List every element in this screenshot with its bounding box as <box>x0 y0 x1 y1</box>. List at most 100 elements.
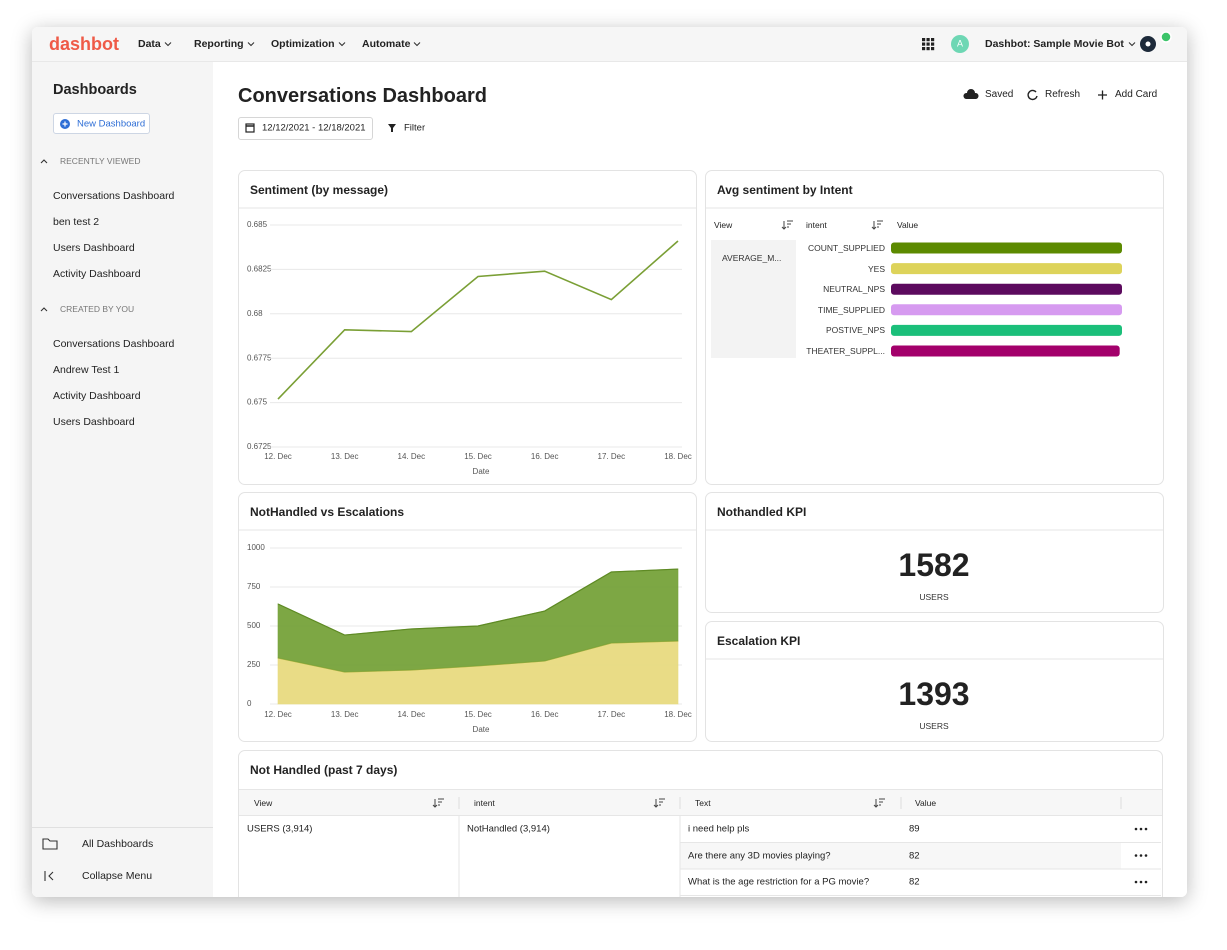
bar <box>891 345 1120 357</box>
plus-icon <box>1098 90 1107 100</box>
x-tick-label: 13. Dec <box>331 452 359 461</box>
x-tick-label: 18. Dec <box>664 452 692 461</box>
bar-label: NEUTRAL_NPS <box>823 283 885 294</box>
sidebar-footer-item[interactable]: All Dashboards <box>82 837 154 850</box>
y-tick-label: 0.675 <box>247 398 268 407</box>
card <box>705 492 1164 613</box>
nav-menu-item[interactable]: Data <box>138 37 161 50</box>
chevron-icon <box>40 159 48 164</box>
column-header: Value <box>915 797 937 808</box>
header-action[interactable]: Saved <box>985 89 1014 100</box>
sidebar-item[interactable]: Activity Dashboard <box>53 389 141 402</box>
table-row-bg <box>680 843 1121 869</box>
x-axis-label: Date <box>473 467 490 476</box>
table-cell: 82 <box>909 876 920 888</box>
bar-label: COUNT_SUPPLIED <box>808 242 885 253</box>
logo: dashbot <box>49 34 119 54</box>
kpi-unit: USERS <box>919 591 949 602</box>
folder-icon <box>42 838 58 850</box>
x-tick-label: 12. Dec <box>264 710 292 719</box>
table-cell: 89 <box>909 823 920 835</box>
sidebar <box>32 62 213 897</box>
area-edge <box>277 568 679 636</box>
date-range-button[interactable] <box>238 117 373 140</box>
table-header-row <box>239 789 1162 816</box>
apps-icon <box>931 42 935 46</box>
apps-icon <box>922 42 926 46</box>
row-menu-icon <box>1139 854 1143 857</box>
x-tick-label: 12. Dec <box>264 452 292 461</box>
filter-icon <box>388 124 396 132</box>
row-menu-icon <box>1139 827 1143 831</box>
card <box>238 750 1163 897</box>
apps-icon <box>926 42 930 46</box>
column-header: intent <box>474 797 495 808</box>
sort-icon <box>873 798 885 808</box>
apps-icon <box>922 38 926 42</box>
column-header: intent <box>806 219 827 230</box>
filter-button[interactable]: Filter <box>404 122 426 134</box>
status-dot <box>1160 31 1172 43</box>
sidebar-footer-item[interactable]: Collapse Menu <box>82 869 153 882</box>
table-cell: USERS (3,914) <box>247 823 313 835</box>
date-range[interactable]: 12/12/2021 - 12/18/2021 <box>262 122 366 134</box>
sidebar-item[interactable]: Conversations Dashboard <box>53 189 175 202</box>
apps-icon <box>926 47 930 51</box>
x-tick-label: 17. Dec <box>598 452 626 461</box>
table-cell: NotHandled (3,914) <box>467 823 550 835</box>
avatar-initial: A <box>956 38 964 49</box>
new-dashboard-label[interactable]: New Dashboard <box>77 118 146 130</box>
header-action[interactable]: Refresh <box>1045 89 1081 100</box>
sidebar-item[interactable]: Andrew Test 1 <box>53 363 120 376</box>
y-tick-label: 250 <box>247 660 261 669</box>
nav-menu-item[interactable]: Reporting <box>194 37 244 50</box>
table-cell: i need help pls <box>688 823 750 835</box>
x-tick-label: 13. Dec <box>331 710 359 719</box>
x-tick-label: 17. Dec <box>598 710 626 719</box>
card-title: Nothandled KPI <box>717 505 807 519</box>
bot-icon-eye <box>1145 41 1151 47</box>
row-menu-icon <box>1134 854 1138 857</box>
new-dashboard-button[interactable] <box>53 113 150 134</box>
kpi-value: 1582 <box>898 547 970 583</box>
apps-icon <box>931 38 935 42</box>
nav-menu-item[interactable]: Automate <box>362 37 411 50</box>
kpi-unit: USERS <box>919 720 949 731</box>
header-action[interactable]: Add Card <box>1115 89 1158 100</box>
y-tick-label: 0.6825 <box>247 265 272 274</box>
sidebar-item[interactable]: Users Dashboard <box>53 241 135 254</box>
bar <box>891 324 1122 336</box>
x-tick-label: 18. Dec <box>664 710 692 719</box>
card-title: NotHandled vs Escalations <box>250 505 405 519</box>
y-tick-label: 0.685 <box>247 220 268 229</box>
bar-label: POSTIVE_NPS <box>825 325 885 336</box>
sort-icon <box>653 798 665 808</box>
sidebar-item[interactable]: Activity Dashboard <box>53 267 141 280</box>
card <box>705 621 1164 742</box>
dashboard-title: Conversations Dashboard <box>238 85 487 107</box>
y-tick-label: 500 <box>247 621 261 630</box>
chevron-icon <box>413 42 421 47</box>
sidebar-item[interactable]: Conversations Dashboard <box>53 337 175 350</box>
y-tick-label: 0 <box>247 699 252 708</box>
table-cell: What is the age restriction for a PG mov… <box>688 876 870 888</box>
card-title: Sentiment (by message) <box>250 183 389 197</box>
account-name[interactable]: Dashbot: Sample Movie Bot <box>985 37 1124 50</box>
x-tick-label: 14. Dec <box>398 452 426 461</box>
nav-menu-item[interactable]: Optimization <box>271 37 335 50</box>
bar-label: THEATER_SUPPL... <box>806 345 885 356</box>
y-tick-label: 750 <box>247 582 261 591</box>
x-tick-label: 14. Dec <box>398 710 426 719</box>
line <box>277 240 679 400</box>
view-label: AVERAGE_M... <box>722 252 782 263</box>
row-menu-icon <box>1144 854 1148 857</box>
x-axis-label: Date <box>473 725 490 734</box>
column-header: View <box>254 797 273 808</box>
sidebar-item[interactable]: Users Dashboard <box>53 415 135 428</box>
chevron-icon <box>40 307 48 312</box>
bar <box>891 304 1122 316</box>
sidebar-item[interactable]: ben test 2 <box>53 215 100 228</box>
column-header: Text <box>695 797 711 808</box>
